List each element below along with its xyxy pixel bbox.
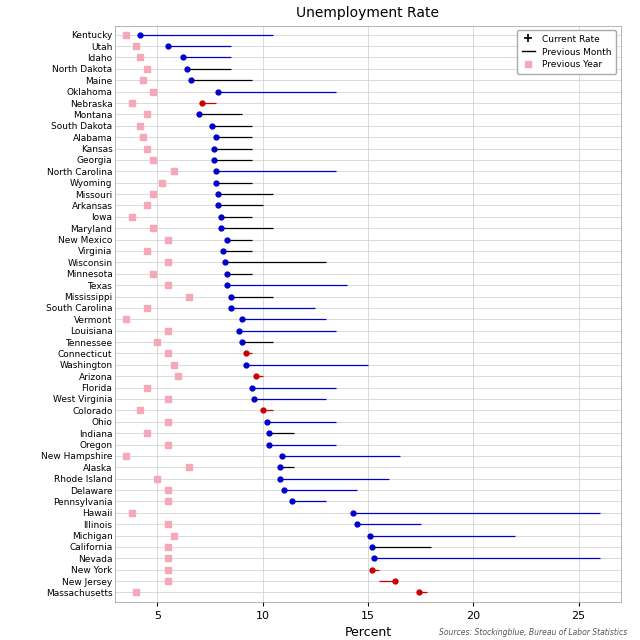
Title: Unemployment Rate: Unemployment Rate	[296, 6, 440, 20]
Text: Sources: Stockingblue, Bureau of Labor Statistics: Sources: Stockingblue, Bureau of Labor S…	[439, 628, 627, 637]
Legend: Current Rate, Previous Month, Previous Year: Current Rate, Previous Month, Previous Y…	[517, 30, 616, 74]
X-axis label: Percent: Percent	[344, 626, 392, 639]
